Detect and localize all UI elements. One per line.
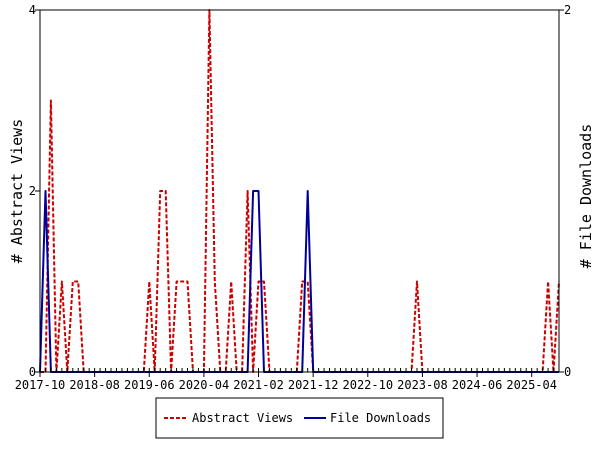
y-left-tick-label: 2 (29, 184, 36, 198)
series-line-abstract-views (40, 9, 560, 373)
plot-frame (39, 9, 560, 373)
y-right-tick-label: 0 (564, 365, 571, 379)
series-line-file-downloads (39, 190, 559, 373)
tick-layer: 2017-10 2018-08 2019-06 2020-04 2021-02 2021-… (15, 3, 572, 392)
series-layer (39, 9, 560, 373)
legend-box (155, 397, 444, 439)
legend-label-file-downloads: File Downloads (330, 411, 431, 425)
legend: Abstract Views File Downloads (155, 397, 444, 439)
x-tick-label: 2023-08 (397, 378, 448, 392)
x-tick-label: 2018-08 (69, 378, 120, 392)
x-tick-label: 2017-10 (15, 378, 66, 392)
y-left-tick-label: 0 (29, 365, 36, 379)
x-tick-label: 2021-02 (233, 378, 284, 392)
x-tick-label: 2019-06 (124, 378, 175, 392)
y-axis-label-right: # File Downloads (577, 124, 595, 269)
x-tick-label: 2022-10 (343, 378, 394, 392)
x-tick-label: 2021-12 (288, 378, 339, 392)
x-tick-label: 2024-06 (452, 378, 503, 392)
y-left-tick-label: 4 (29, 3, 36, 17)
x-tick-label: 2020-04 (179, 378, 230, 392)
x-tick-label: 2025-04 (506, 378, 557, 392)
y-right-tick-label: 2 (564, 3, 571, 17)
legend-label-abstract-views: Abstract Views (192, 411, 293, 425)
y-axis-label-left: # Abstract Views (8, 119, 26, 264)
